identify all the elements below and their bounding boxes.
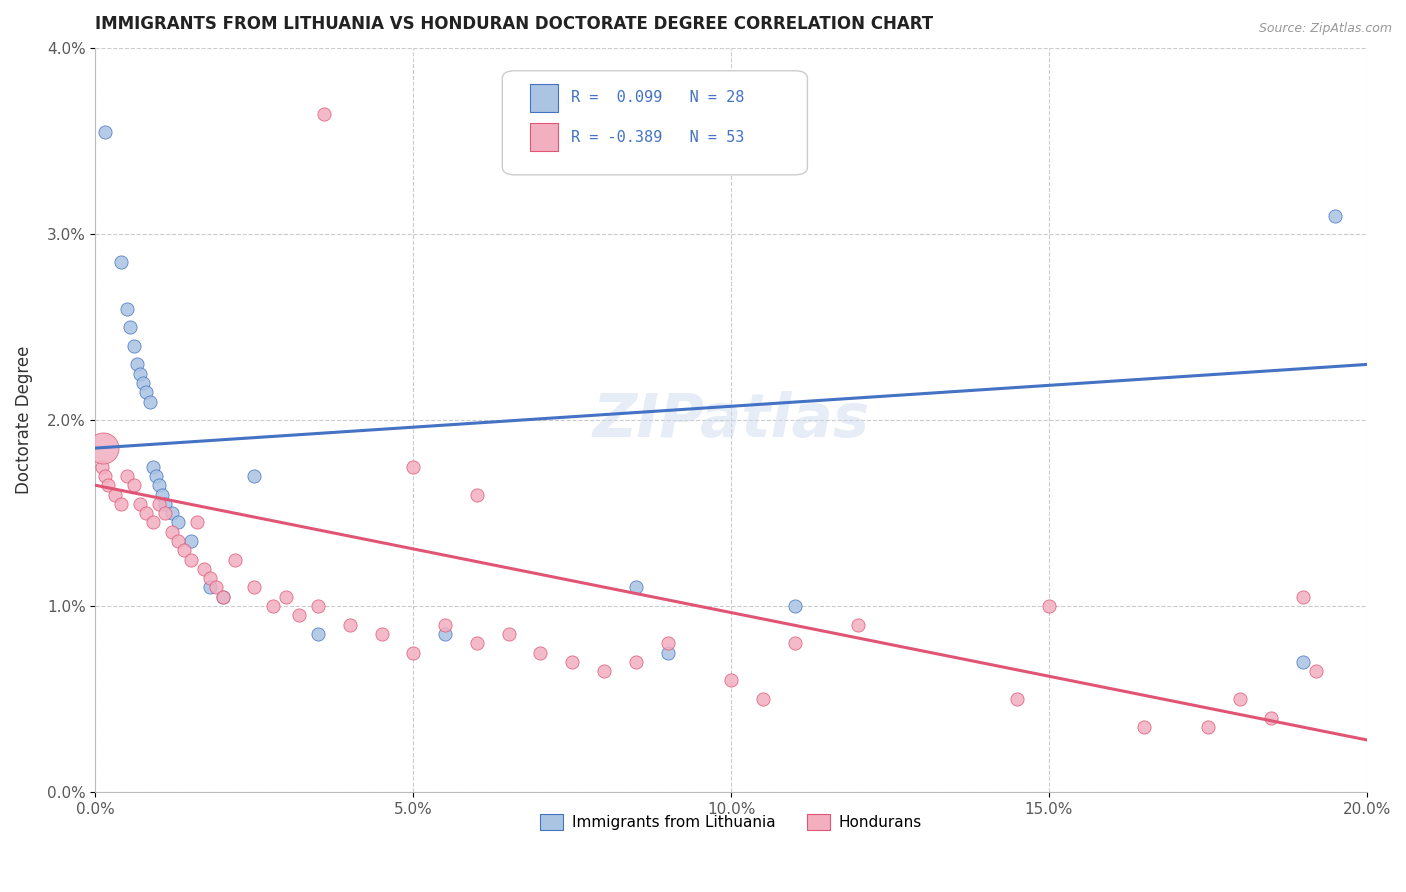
Text: Source: ZipAtlas.com: Source: ZipAtlas.com (1258, 22, 1392, 36)
Point (1133, 720, 1156, 734)
Point (122, 339, 145, 353)
Point (110, 497, 132, 511)
Point (167, 534, 190, 549)
Point (1292, 590, 1315, 604)
Point (180, 552, 202, 566)
Point (1229, 692, 1251, 706)
Point (138, 394, 160, 409)
Point (561, 655, 583, 669)
Point (402, 646, 425, 660)
Point (173, 543, 195, 558)
Point (94, 125, 117, 139)
Point (288, 608, 311, 623)
Point (657, 646, 679, 660)
Point (1197, 720, 1219, 734)
Point (339, 617, 361, 632)
Point (402, 459, 425, 474)
Point (783, 636, 806, 650)
Point (167, 516, 190, 530)
Point (117, 469, 139, 483)
Point (370, 627, 392, 641)
Point (125, 358, 148, 372)
Point (155, 497, 177, 511)
Point (91, 441, 114, 455)
Point (193, 562, 215, 576)
Point (263, 599, 285, 613)
Point (211, 590, 233, 604)
Text: IMMIGRANTS FROM LITHUANIA VS HONDURAN DOCTORATE DEGREE CORRELATION CHART: IMMIGRANTS FROM LITHUANIA VS HONDURAN DO… (96, 15, 934, 33)
Point (243, 581, 266, 595)
Point (1038, 599, 1060, 613)
Point (120, 320, 142, 334)
Point (129, 497, 152, 511)
Point (110, 255, 132, 269)
Point (198, 581, 221, 595)
Point (129, 367, 152, 381)
Point (465, 487, 488, 501)
Point (1292, 655, 1315, 669)
Point (720, 673, 742, 688)
Point (624, 655, 647, 669)
Point (145, 469, 167, 483)
FancyBboxPatch shape (530, 84, 558, 112)
Legend: Immigrants from Lithuania, Hondurans: Immigrants from Lithuania, Hondurans (534, 808, 928, 837)
Text: R =  0.099   N = 28: R = 0.099 N = 28 (571, 90, 744, 105)
Point (434, 627, 457, 641)
Point (1005, 692, 1028, 706)
Point (752, 692, 775, 706)
Point (314, 106, 336, 120)
Point (783, 599, 806, 613)
Point (94, 469, 117, 483)
Point (465, 636, 488, 650)
Point (1260, 710, 1282, 724)
Text: ZIPatlas: ZIPatlas (592, 391, 870, 450)
Point (529, 646, 551, 660)
Point (122, 478, 145, 492)
Point (132, 376, 155, 390)
Point (224, 552, 246, 566)
Point (135, 385, 157, 400)
Point (624, 581, 647, 595)
Point (307, 599, 329, 613)
Point (97, 478, 120, 492)
Point (307, 627, 329, 641)
Point (90, 459, 112, 474)
Text: R = -0.389   N = 53: R = -0.389 N = 53 (571, 129, 744, 145)
Point (186, 516, 208, 530)
Point (593, 664, 616, 678)
Point (103, 487, 125, 501)
Point (205, 581, 228, 595)
FancyBboxPatch shape (530, 123, 558, 152)
FancyBboxPatch shape (502, 70, 807, 175)
Point (142, 459, 165, 474)
Point (148, 478, 170, 492)
Point (135, 506, 157, 520)
Point (155, 506, 177, 520)
Point (117, 301, 139, 316)
Point (160, 524, 183, 539)
Point (276, 590, 298, 604)
Point (142, 516, 165, 530)
Point (180, 534, 202, 549)
Point (243, 469, 266, 483)
Point (657, 636, 679, 650)
Point (498, 627, 520, 641)
Point (150, 487, 173, 501)
Point (846, 617, 869, 632)
Point (198, 571, 221, 585)
Y-axis label: Doctorate Degree: Doctorate Degree (15, 346, 32, 494)
Point (1305, 664, 1327, 678)
Point (434, 617, 457, 632)
Point (160, 506, 183, 520)
Point (148, 497, 170, 511)
Point (1324, 209, 1347, 223)
Point (211, 590, 233, 604)
